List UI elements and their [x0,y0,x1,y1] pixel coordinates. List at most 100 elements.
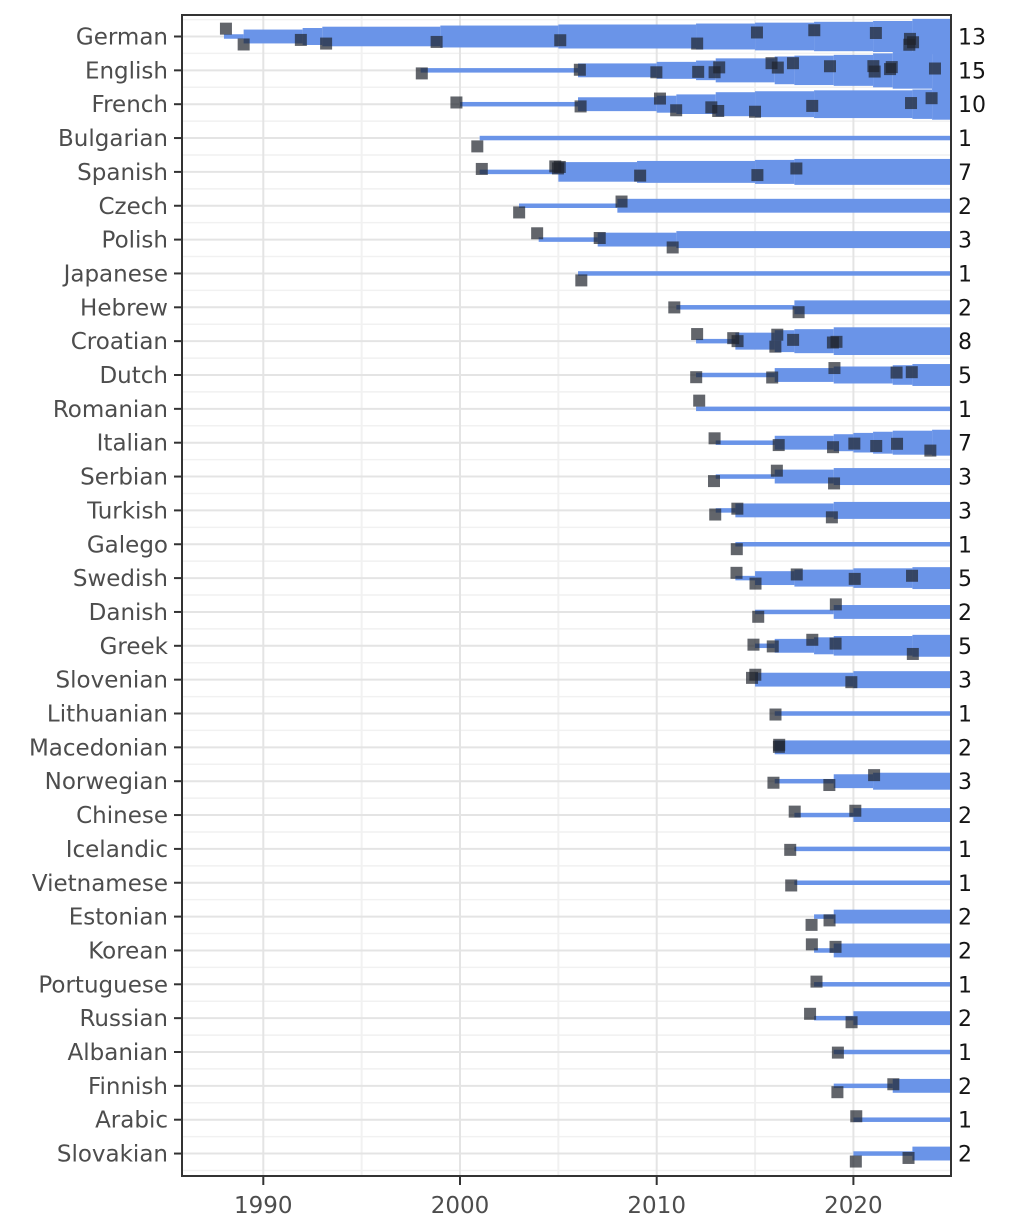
publication-square [806,633,819,646]
timeline-band-hebrew [676,300,951,315]
publication-square [829,940,842,953]
timeline-band-arabic [853,1117,951,1122]
band-segment [833,468,951,486]
band-segment [833,1083,893,1089]
band-segment [912,567,951,590]
band-segment [833,366,893,384]
publication-square [785,879,798,892]
timeline-band-swedish [735,567,951,590]
publication-square [749,105,762,118]
band-segment [853,1151,913,1156]
timeline-band-german [223,18,951,55]
count-label-arabic: 1 [958,1109,972,1134]
band-segment [774,711,951,716]
row-label-lithuanian: Lithuanian [47,702,168,728]
publication-square [554,34,567,47]
publication-square [849,804,862,817]
band-segment [243,29,303,44]
publication-square [869,26,882,39]
band-segment [853,568,913,588]
band-segment [853,1011,951,1026]
band-segment [932,51,951,90]
band-segment [873,772,951,790]
row-label-russian: Russian [79,1006,168,1032]
publication-square [693,394,706,407]
band-segment [755,643,775,649]
timeline-band-bulgarian [479,135,951,141]
band-segment [735,503,834,518]
publication-square [767,776,780,789]
timeline-band-lithuanian [774,711,951,716]
publication-square [805,938,818,951]
publication-square [905,97,918,110]
band-segment [892,52,933,89]
row-label-albanian: Albanian [68,1040,168,1066]
band-segment [735,332,775,350]
count-label-albanian: 1 [958,1041,972,1066]
row-label-turkish: Turkish [86,498,168,524]
band-segment [912,1146,951,1161]
timeline-band-chinese [794,808,951,822]
row-label-bulgarian: Bulgarian [58,126,168,152]
timeline-band-norwegian [774,772,951,790]
row-label-greek: Greek [100,634,169,660]
band-segment [833,605,951,619]
publication-square [784,843,797,856]
x-tick-label-2020: 2020 [824,1193,883,1219]
count-label-chinese: 2 [958,804,972,829]
publication-square [237,38,250,51]
publication-square [574,100,587,113]
count-label-finnish: 2 [958,1075,972,1100]
band-segment [932,429,951,456]
publication-square [692,65,705,78]
band-segment [774,368,834,382]
band-segment [558,162,638,182]
band-segment [774,740,951,755]
publication-square [634,169,647,182]
band-segment [912,364,951,386]
publication-square [850,1110,863,1123]
band-segment [656,61,697,79]
publication-square [320,37,333,50]
publication-square [650,66,663,79]
band-segment [814,948,834,953]
publication-square [765,57,778,70]
row-label-vietnamese: Vietnamese [32,871,168,897]
count-label-swedish: 5 [958,567,972,592]
publication-square [713,61,726,74]
publication-square [749,577,762,590]
band-segment [696,23,756,50]
timeline-band-macedonian [774,740,951,755]
band-segment [814,21,874,52]
timeline-band-russian [814,1011,951,1026]
publication-square [848,572,861,585]
publication-square [808,24,821,37]
row-label-dutch: Dutch [99,363,168,389]
publication-square [430,35,443,48]
count-label-russian: 2 [958,1007,972,1032]
publication-square [772,439,785,452]
publication-square [787,333,800,346]
publication-square [829,598,842,611]
publication-square [771,328,784,341]
publication-square [906,569,919,582]
band-segment [460,101,579,107]
publication-square [868,769,881,782]
publication-square [666,241,679,254]
band-segment [578,271,951,276]
timeline-band-korean [814,943,951,958]
count-label-estonian: 2 [958,906,972,931]
band-segment [912,634,951,657]
count-label-macedonian: 2 [958,736,972,761]
publication-square [653,92,666,105]
timeline-band-polish [538,231,951,249]
row-label-chinese: Chinese [76,803,168,829]
publication-square [890,366,903,379]
row-label-arabic: Arabic [95,1108,168,1134]
band-segment [223,34,244,39]
panel-border [181,14,952,1177]
band-segment [637,160,756,183]
band-segment [696,406,951,412]
count-label-french: 10 [958,93,986,118]
